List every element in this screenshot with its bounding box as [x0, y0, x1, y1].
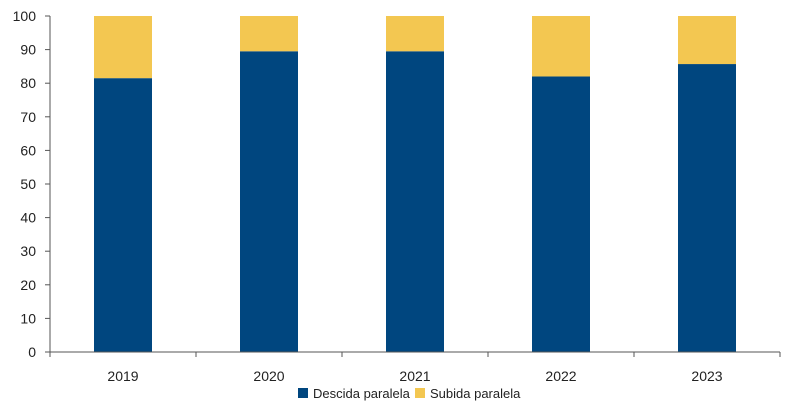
- bar-segment-descida-2019: [94, 78, 152, 352]
- y-tick-label: 20: [20, 277, 36, 293]
- bar-segment-descida-2022: [532, 76, 590, 352]
- x-tick-label-2022: 2022: [545, 368, 576, 384]
- y-tick-label: 60: [20, 142, 36, 158]
- y-tick-label: 30: [20, 243, 36, 259]
- x-tick-label-2021: 2021: [399, 368, 430, 384]
- bar-segment-descida-2020: [240, 51, 298, 352]
- bar-segment-subida-2023: [678, 16, 736, 65]
- legend-swatch-descida: [298, 388, 308, 398]
- bar-segment-subida-2019: [94, 16, 152, 79]
- legend-label-descida: Descida paralela: [313, 386, 411, 401]
- y-tick-label: 80: [20, 75, 36, 91]
- bar-segment-subida-2022: [532, 16, 590, 77]
- x-tick-label-2020: 2020: [253, 368, 284, 384]
- bar-segment-descida-2021: [386, 51, 444, 352]
- legend-swatch-subida: [415, 388, 425, 398]
- bar-segment-subida-2021: [386, 16, 444, 52]
- y-tick-label: 10: [20, 310, 36, 326]
- x-tick-label-2019: 2019: [107, 368, 138, 384]
- x-tick-label-2023: 2023: [691, 368, 722, 384]
- y-tick-label: 40: [20, 210, 36, 226]
- bar-segment-descida-2023: [678, 64, 736, 353]
- y-tick-label: 50: [20, 176, 36, 192]
- bar-segment-subida-2020: [240, 16, 298, 52]
- y-tick-label: 90: [20, 42, 36, 58]
- y-tick-label: 0: [28, 344, 36, 360]
- legend-label-subida: Subida paralela: [430, 386, 521, 401]
- y-tick-label: 70: [20, 109, 36, 125]
- y-tick-label: 100: [13, 8, 37, 24]
